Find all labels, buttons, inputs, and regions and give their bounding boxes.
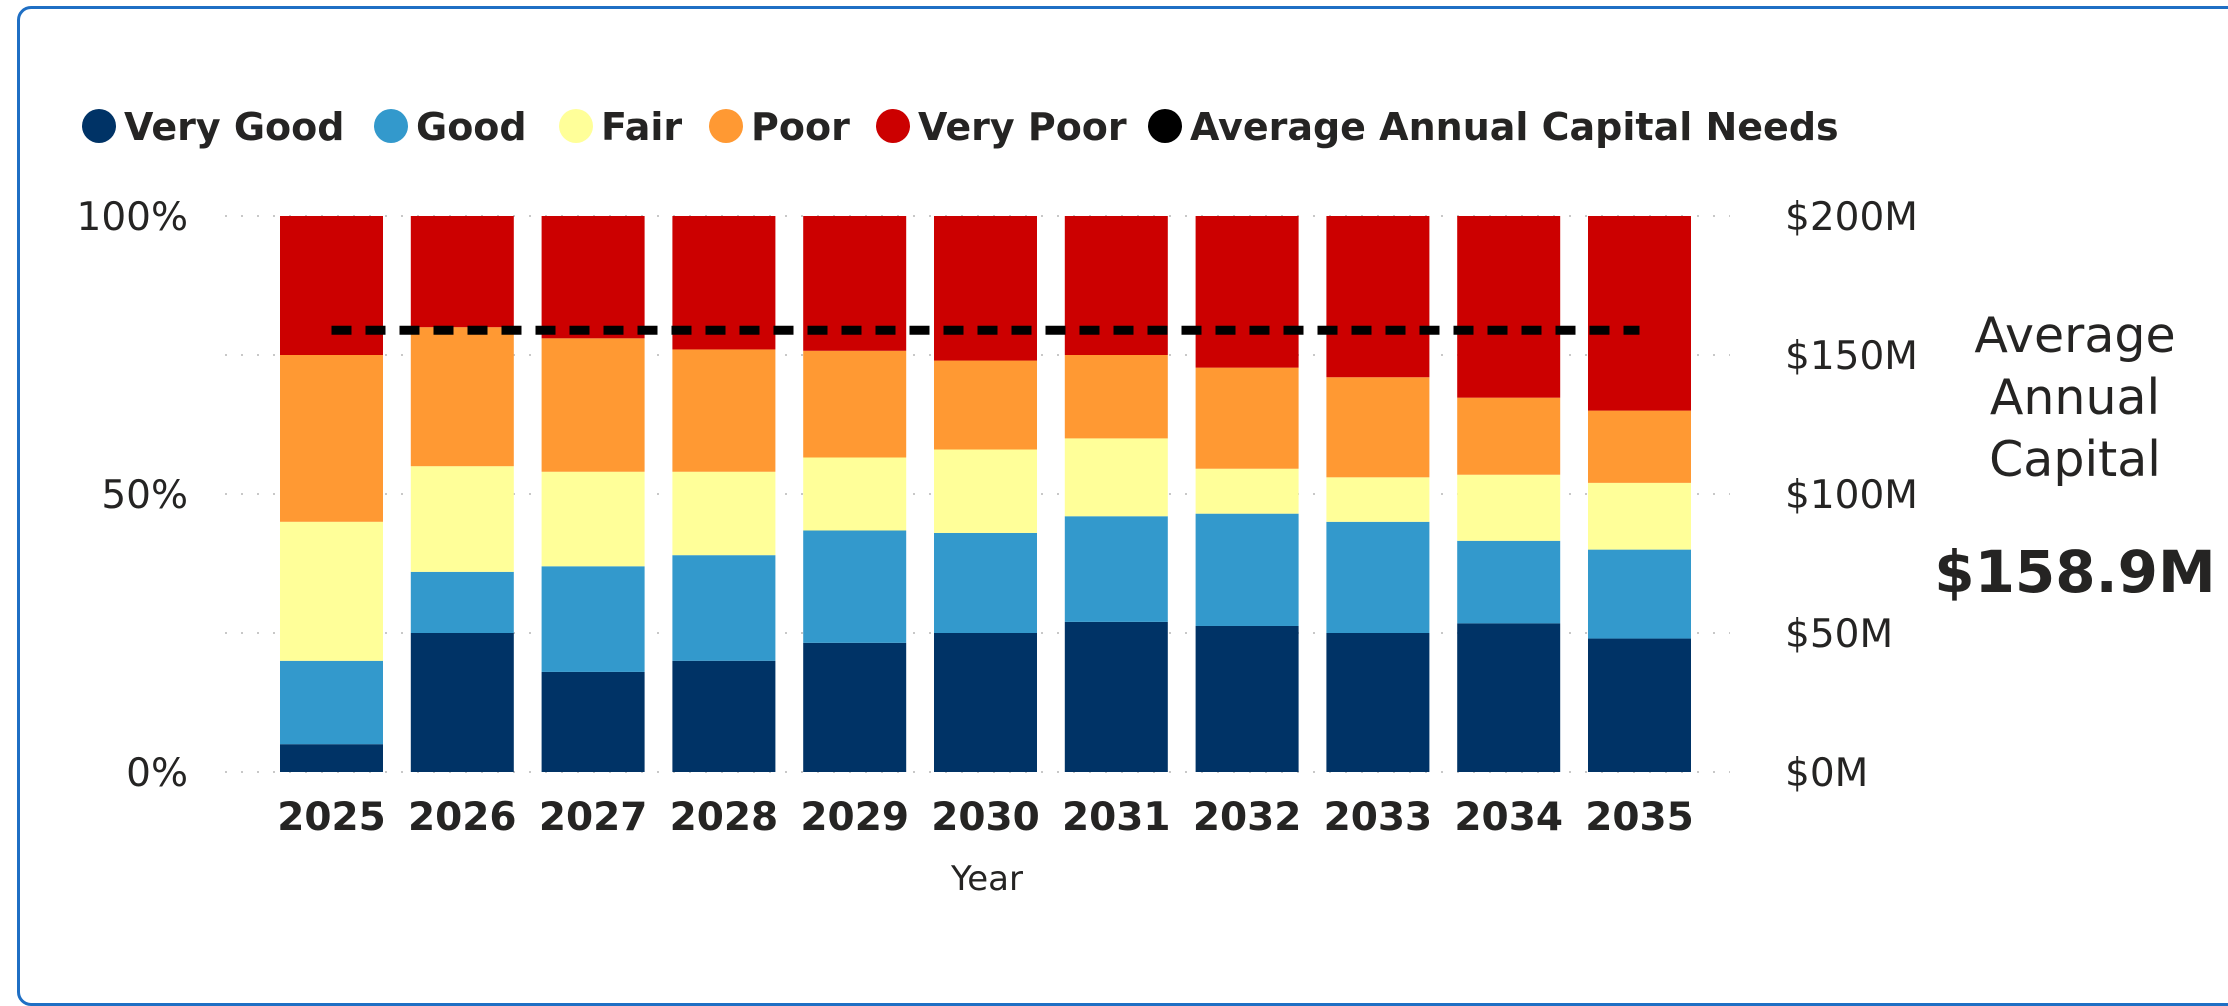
bar-2025-poor (280, 355, 383, 522)
bar-2031-poor (1064, 355, 1168, 439)
bar-2025-fair (280, 521, 383, 661)
x-tick-label-2035: 2035 (1585, 795, 1694, 840)
bar-2030-fair (934, 449, 1037, 533)
bar-2034-very-good (1457, 623, 1561, 772)
legend-label-5: Average Annual Capital Needs (1190, 105, 1839, 149)
legend-swatch-5 (1148, 109, 1182, 143)
x-tick-label-2028: 2028 (670, 795, 779, 840)
x-tick-label-2025: 2025 (277, 795, 386, 840)
y2-tick-label-2: $100M (1785, 473, 1918, 518)
bar-2027-very-good (541, 671, 645, 772)
x-tick-label-2027: 2027 (539, 795, 648, 840)
bar-2035-fair (1588, 482, 1691, 550)
x-tick-label-2026: 2026 (408, 795, 517, 840)
bar-2035-good (1588, 549, 1691, 639)
bar-2029-good (803, 530, 907, 643)
bar-2028-poor (672, 349, 776, 472)
legend-swatch-3 (709, 109, 743, 143)
bar-2026-fair (410, 466, 514, 572)
x-tick-label-2034: 2034 (1454, 795, 1563, 840)
legend-swatch-2 (559, 109, 593, 143)
bar-2029-very-good (803, 642, 907, 772)
bar-2031-good (1064, 516, 1168, 622)
legend-label-4: Very Poor (918, 105, 1127, 149)
bar-2026-good (410, 571, 514, 633)
legend-label-0: Very Good (124, 105, 344, 149)
x-axis: 2025 2026 2027 2028 2029 2030 2031 2032 2033 2034… (277, 795, 1694, 840)
y-tick-label-2: 100% (77, 195, 189, 240)
bar-2032-fair (1195, 468, 1299, 514)
bar-2032-good (1195, 513, 1299, 626)
average-annual-capital-label: Average Annual Capital (1930, 305, 2220, 491)
bar-2027-good (541, 566, 645, 672)
legend-swatch-1 (374, 109, 408, 143)
bar-2030-very-good (934, 633, 1037, 772)
bar-2030-poor (934, 360, 1037, 450)
bar-2033-good (1326, 521, 1430, 633)
bar-2035-poor (1588, 410, 1691, 483)
label-line-2: Annual (1989, 369, 2161, 426)
bar-2033-fair (1326, 477, 1430, 522)
bar-2026-very-good (410, 633, 514, 772)
legend-label-2: Fair (601, 105, 682, 149)
label-line-1: Average (1974, 307, 2176, 364)
bar-2028-fair (672, 471, 776, 556)
x-tick-label-2032: 2032 (1193, 795, 1302, 840)
legend-swatch-4 (876, 109, 910, 143)
x-tick-label-2033: 2033 (1324, 795, 1433, 840)
bar-2027-very-poor (541, 216, 645, 339)
bar-2032-poor (1195, 367, 1299, 469)
y-tick-label-0: 0% (126, 751, 188, 796)
bar-2027-fair (541, 471, 645, 567)
average-annual-capital-value: $158.9M (1934, 538, 2216, 606)
y-axis-left: 0% 50% 100% (77, 195, 189, 796)
bar-2032-very-good (1195, 625, 1299, 772)
y2-tick-label-3: $150M (1785, 334, 1918, 379)
bar-2033-poor (1326, 377, 1430, 478)
chart-legend: Very Good Good Fair Poor Very Poor Average An… (82, 105, 1839, 149)
bar-2035-very-good (1588, 638, 1691, 772)
x-tick-label-2029: 2029 (800, 795, 909, 840)
bar-2027-poor (541, 338, 645, 472)
x-tick-label-2031: 2031 (1062, 795, 1171, 840)
x-tick-label-2030: 2030 (931, 795, 1040, 840)
label-line-3: Capital (1989, 431, 2161, 488)
bar-2028-good (672, 555, 776, 661)
bar-2025-very-good (280, 744, 383, 772)
bar-2034-poor (1457, 397, 1561, 475)
bar-2029-poor (803, 350, 907, 458)
y-tick-label-1: 50% (101, 473, 188, 518)
bar-2026-very-poor (410, 216, 514, 328)
bar-2032-very-poor (1195, 216, 1299, 368)
y2-tick-label-4: $200M (1785, 195, 1918, 240)
bar-2035-very-poor (1588, 216, 1691, 411)
bar-2029-fair (803, 457, 907, 531)
bar-2034-fair (1457, 474, 1561, 541)
y-axis-right: $0M $50M $100M $150M $200M (1785, 195, 1918, 796)
capital-needs-chart: Very Good Good Fair Poor Very Poor Average An… (77, 105, 1918, 899)
legend-swatch-0 (82, 109, 116, 143)
bar-2033-very-good (1326, 633, 1430, 772)
y2-tick-label-1: $50M (1785, 612, 1893, 657)
bar-2031-very-good (1064, 621, 1168, 772)
bar-2025-good (280, 660, 383, 745)
x-axis-title: Year (950, 859, 1023, 899)
bar-2026-poor (410, 327, 514, 467)
stacked-bars (280, 216, 1691, 772)
y2-tick-label-0: $0M (1785, 751, 1868, 796)
bar-2034-good (1457, 540, 1561, 624)
bar-2030-good (934, 532, 1037, 633)
bar-2028-very-good (672, 660, 776, 772)
legend-label-3: Poor (751, 105, 850, 149)
bar-2034-very-poor (1457, 216, 1561, 398)
bar-2030-very-poor (934, 216, 1037, 361)
bar-2031-fair (1064, 438, 1168, 517)
legend-label-1: Good (416, 105, 527, 149)
bar-2033-very-poor (1326, 216, 1430, 378)
